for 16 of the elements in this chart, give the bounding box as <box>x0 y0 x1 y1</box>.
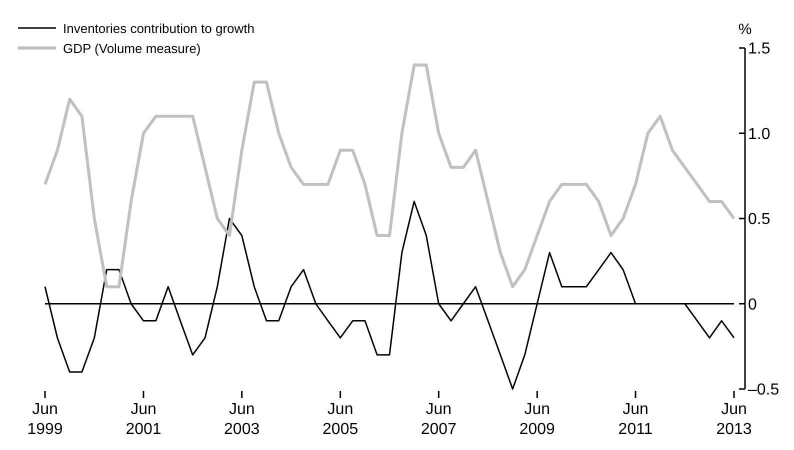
y-tick-label: 1.0 <box>748 126 770 143</box>
y-axis-title: % <box>738 21 752 38</box>
y-tick-label: –0.5 <box>748 382 780 399</box>
legend-label: Inventories contribution to growth <box>63 21 254 36</box>
x-tick-label: Jun 2005 <box>322 401 358 438</box>
y-tick-label: 0.5 <box>748 211 770 228</box>
y-tick-label: 1.5 <box>748 40 770 58</box>
x-tick-label: Jun 2003 <box>224 401 260 438</box>
y-tick-label: 0 <box>748 296 757 314</box>
x-tick-label: Jun 2001 <box>126 401 162 438</box>
x-tick-label: Jun 2011 <box>618 401 653 438</box>
legend-label: GDP (Volume measure) <box>63 41 201 56</box>
x-tick-label: Jun 2007 <box>420 401 457 438</box>
x-tick-label: Jun 2013 <box>716 401 752 438</box>
x-tick-label: Jun 1999 <box>27 401 63 438</box>
x-tick-label: Jun 2009 <box>519 401 556 438</box>
